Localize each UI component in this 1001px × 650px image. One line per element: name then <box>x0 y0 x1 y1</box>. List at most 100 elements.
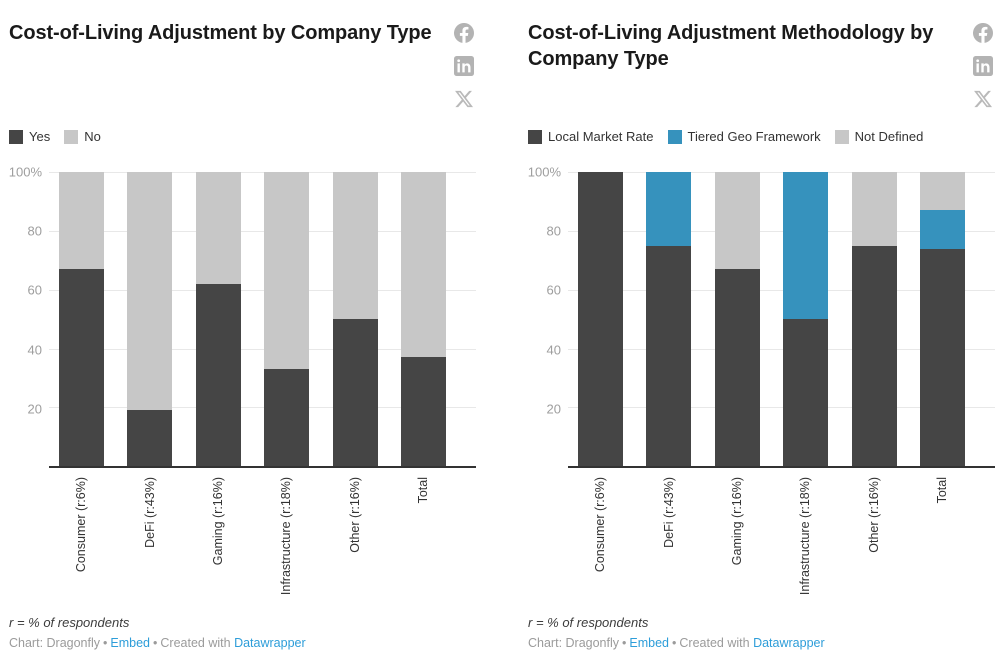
chart-panel: Cost-of-Living Adjustment Methodology by… <box>528 20 995 650</box>
credit-source: Chart: Dragonfly <box>9 636 101 650</box>
gridline <box>568 407 995 409</box>
embed-link[interactable]: Embed <box>629 636 670 650</box>
bar-segment[interactable] <box>59 172 104 270</box>
y-axis: 100% 80 60 40 20 <box>528 166 568 468</box>
legend-swatch <box>9 129 23 144</box>
gridline <box>49 348 476 350</box>
x-label-slot: Infrastructure (r:18%) <box>783 468 828 605</box>
embed-link[interactable]: Embed <box>110 636 151 650</box>
credit-line: Chart: Dragonfly • Embed • Created with Data… <box>9 636 476 650</box>
legend-item: Tiered Geo Framework <box>667 129 821 144</box>
y-tick-label: 100% <box>527 164 561 180</box>
legend: Local Market Rate Tiered Geo Framework Not… <box>528 129 995 144</box>
legend-swatch <box>834 129 849 144</box>
legend: Yes No <box>9 129 476 144</box>
gridline <box>49 289 476 291</box>
bar-segment[interactable] <box>127 410 173 467</box>
linkedin-icon[interactable] <box>973 56 993 76</box>
credit-separator: • <box>153 636 158 650</box>
plot-area <box>49 172 476 469</box>
x-label-slot: Gaming (r:16%) <box>196 468 241 605</box>
stacked-bar[interactable] <box>578 172 623 467</box>
category-label: DeFi (r:43%) <box>142 477 157 549</box>
plot-area <box>568 172 995 469</box>
credit-separator: • <box>622 636 627 650</box>
stacked-bar[interactable] <box>851 172 897 467</box>
legend-item: No <box>64 129 101 144</box>
chart-panel: Cost-of-Living Adjustment by Company Typ… <box>9 20 476 650</box>
stacked-bar[interactable] <box>919 172 965 467</box>
x-icon[interactable] <box>973 89 993 109</box>
bar-segment[interactable] <box>783 319 829 467</box>
footnote: r = % of respondents <box>9 615 130 631</box>
datawrapper-link[interactable]: Datawrapper <box>753 636 825 650</box>
category-label: Consumer (r:6%) <box>74 477 89 573</box>
bar-segment[interactable] <box>59 269 104 467</box>
stacked-bar[interactable] <box>783 172 829 467</box>
category-label: Other (r:16%) <box>866 477 881 553</box>
created-with-text: Created with <box>160 636 231 650</box>
plot: 100% 80 60 40 20 <box>9 166 476 469</box>
category-label: Other (r:16%) <box>347 477 362 553</box>
gridline <box>568 230 995 232</box>
facebook-icon[interactable] <box>973 23 993 43</box>
bar-segment[interactable] <box>195 283 241 467</box>
bar-segment[interactable] <box>332 319 378 467</box>
x-label-slot: Total <box>401 468 446 605</box>
legend-label: Yes <box>29 129 51 144</box>
bar-segment[interactable] <box>783 172 829 320</box>
bar-segment[interactable] <box>264 369 310 467</box>
bar-segment[interactable] <box>714 172 760 270</box>
legend-swatch <box>64 129 79 144</box>
y-tick-label: 60 <box>546 282 561 298</box>
bar-segment[interactable] <box>195 172 241 284</box>
y-tick-label: 40 <box>27 342 42 358</box>
legend-item: Not Defined <box>834 129 923 144</box>
bar-segment[interactable] <box>851 245 897 467</box>
stacked-bar[interactable] <box>195 172 241 467</box>
stacked-bar[interactable] <box>714 172 760 467</box>
stacked-bar[interactable] <box>59 172 104 467</box>
x-axis-labels: Consumer (r:6%) DeFi (r:43%) Gaming (r:16%… <box>568 468 995 605</box>
category-label: Gaming (r:16%) <box>211 477 226 566</box>
x-label-slot: Other (r:16%) <box>852 468 897 605</box>
bar-segment[interactable] <box>264 172 310 370</box>
bar-segment[interactable] <box>400 357 446 467</box>
bar-segment[interactable] <box>646 172 692 246</box>
bar-segment[interactable] <box>127 172 173 411</box>
bar-segment[interactable] <box>332 172 378 320</box>
x-icon[interactable] <box>454 89 474 109</box>
linkedin-icon[interactable] <box>454 56 474 76</box>
stacked-bar[interactable] <box>264 172 310 467</box>
bar-segment[interactable] <box>851 172 897 246</box>
stacked-bar[interactable] <box>400 172 446 467</box>
legend-item: Yes <box>9 129 50 144</box>
category-label: Infrastructure (r:18%) <box>798 477 813 596</box>
category-label: Total <box>416 477 431 504</box>
chart-header: Cost-of-Living Adjustment by Company Typ… <box>9 20 476 109</box>
plot: 100% 80 60 40 20 <box>528 166 995 469</box>
facebook-icon[interactable] <box>454 23 474 43</box>
stacked-bar[interactable] <box>127 172 173 467</box>
bar-segment[interactable] <box>919 210 965 249</box>
bar-segment[interactable] <box>714 269 760 467</box>
stacked-bar[interactable] <box>332 172 378 467</box>
datawrapper-link[interactable]: Datawrapper <box>234 636 306 650</box>
bar-segment[interactable] <box>400 172 446 358</box>
category-label: DeFi (r:43%) <box>661 477 676 549</box>
bar-segment[interactable] <box>646 245 692 467</box>
x-label-slot: Gaming (r:16%) <box>715 468 760 605</box>
legend-swatch <box>528 129 542 144</box>
bar-segment[interactable] <box>919 248 965 467</box>
x-label-slot: DeFi (r:43%) <box>646 468 691 605</box>
gridline <box>568 348 995 350</box>
bar-segment[interactable] <box>578 172 623 467</box>
credit-source: Chart: Dragonfly <box>528 636 620 650</box>
y-tick-label: 20 <box>27 401 42 417</box>
stacked-bar[interactable] <box>646 172 692 467</box>
bar-segment[interactable] <box>919 172 965 211</box>
x-label-slot: DeFi (r:43%) <box>127 468 172 605</box>
category-label: Total <box>935 477 950 504</box>
chart-title: Cost-of-Living Adjustment Methodology by… <box>528 22 934 70</box>
